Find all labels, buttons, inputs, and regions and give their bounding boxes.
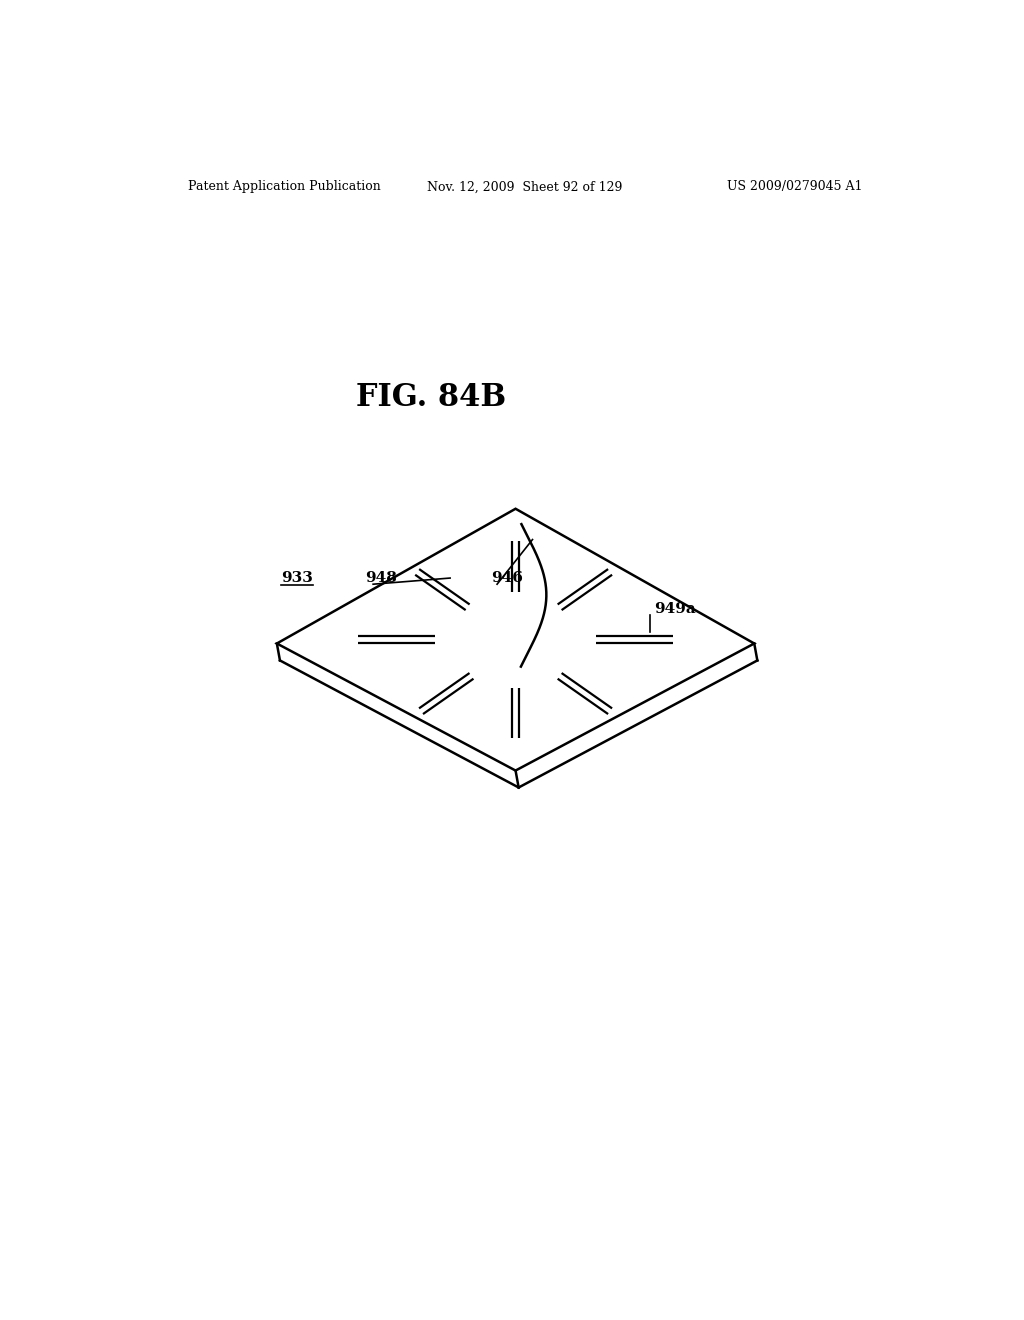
- Text: FIG. 84B: FIG. 84B: [355, 381, 506, 413]
- Text: 948: 948: [366, 572, 397, 585]
- Text: 933: 933: [281, 572, 312, 585]
- Text: 946: 946: [490, 572, 523, 585]
- Text: Nov. 12, 2009  Sheet 92 of 129: Nov. 12, 2009 Sheet 92 of 129: [427, 181, 623, 194]
- Text: US 2009/0279045 A1: US 2009/0279045 A1: [727, 181, 862, 194]
- Text: 949a: 949a: [654, 602, 696, 616]
- Text: Patent Application Publication: Patent Application Publication: [188, 181, 381, 194]
